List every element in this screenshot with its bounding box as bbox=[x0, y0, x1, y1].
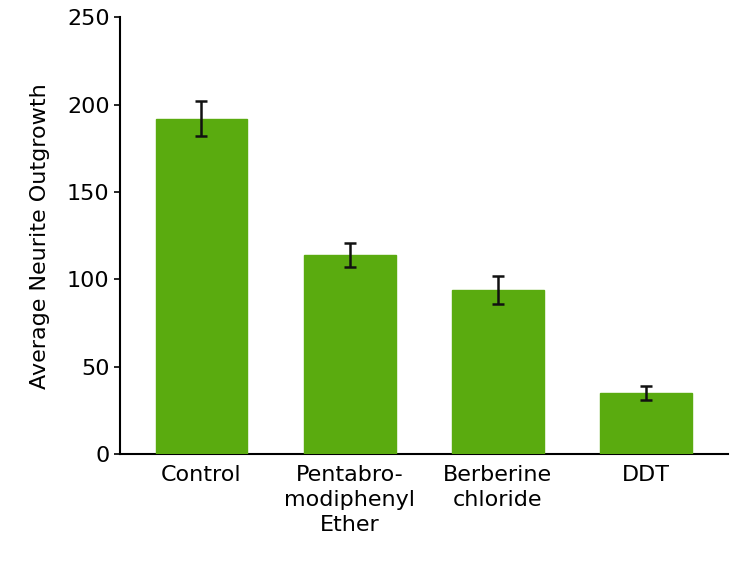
Bar bbox=[600, 393, 692, 454]
Bar bbox=[304, 255, 395, 454]
Bar bbox=[155, 119, 248, 454]
Y-axis label: Average Neurite Outgrowth: Average Neurite Outgrowth bbox=[30, 83, 50, 389]
Bar bbox=[452, 290, 544, 454]
